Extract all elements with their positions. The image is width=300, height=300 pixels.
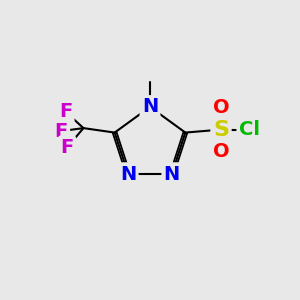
- Text: N: N: [164, 165, 180, 184]
- Text: F: F: [55, 122, 68, 141]
- Text: F: F: [59, 102, 72, 121]
- Text: S: S: [213, 120, 229, 140]
- Text: N: N: [120, 165, 136, 184]
- Text: F: F: [61, 138, 74, 157]
- Text: N: N: [142, 98, 158, 116]
- Text: O: O: [213, 98, 229, 117]
- Text: O: O: [213, 142, 229, 161]
- Text: Cl: Cl: [239, 120, 260, 139]
